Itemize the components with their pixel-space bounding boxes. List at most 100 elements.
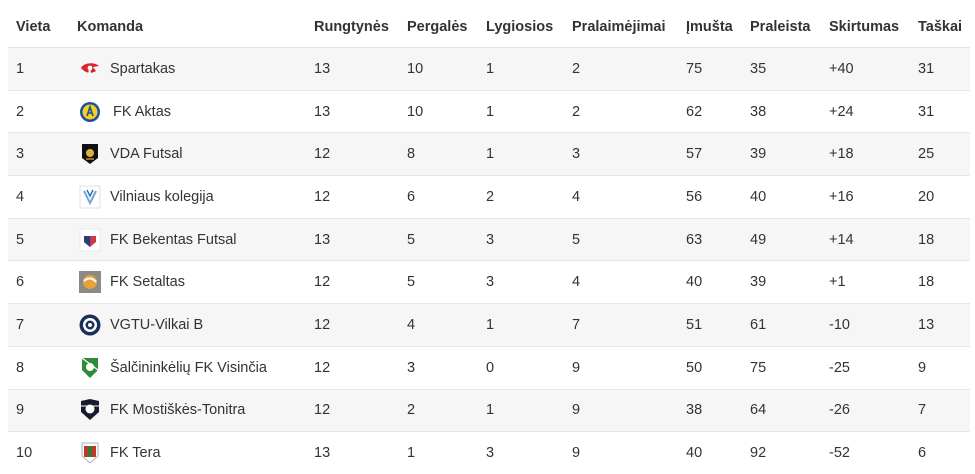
team-name[interactable]: FK Bekentas Futsal	[110, 231, 237, 248]
conceded-cell: 39	[742, 260, 821, 304]
scored-cell: 75	[678, 47, 742, 91]
diff-cell: +18	[821, 132, 910, 176]
team-name[interactable]: FK Setaltas	[110, 274, 185, 291]
position-cell: 1	[8, 47, 69, 91]
col-header-team[interactable]: Komanda	[69, 7, 306, 48]
table-row: 7 VGTU-Vilkai B 12 4 1 7 51 61 -10 13	[8, 303, 970, 347]
table-row: 4 Vilniaus kolegija 12 6 2 4 56 40 +16 2…	[8, 175, 970, 219]
won-cell: 5	[399, 217, 478, 261]
drawn-cell: 3	[478, 217, 564, 261]
lost-cell: 2	[564, 47, 678, 91]
col-header-won[interactable]: Pergalės	[399, 7, 478, 48]
points-cell: 18	[910, 260, 970, 304]
position-cell: 5	[8, 217, 69, 261]
scored-cell: 50	[678, 345, 742, 389]
lost-cell: 9	[564, 345, 678, 389]
played-cell: 13	[306, 89, 399, 133]
bekentas-logo-icon	[79, 228, 101, 252]
standings-table: Vieta Komanda Rungtynės Pergalės Lygiosi…	[8, 7, 970, 474]
team-name[interactable]: VGTU-Vilkai B	[110, 316, 204, 333]
col-header-conceded[interactable]: Praleista	[742, 7, 821, 48]
points-cell: 6	[910, 431, 970, 474]
col-header-diff[interactable]: Skirtumas	[821, 7, 910, 48]
scored-cell: 51	[678, 303, 742, 347]
won-cell: 4	[399, 303, 478, 347]
points-cell: 31	[910, 89, 970, 133]
col-header-scored[interactable]: Įmušta	[678, 7, 742, 48]
drawn-cell: 1	[478, 303, 564, 347]
setaltas-logo-icon	[79, 270, 101, 294]
position-cell: 10	[8, 431, 69, 474]
col-header-points[interactable]: Taškai	[910, 7, 970, 48]
team-name[interactable]: FK Tera	[110, 445, 161, 462]
points-cell: 20	[910, 175, 970, 219]
mostiskes-logo-icon	[79, 398, 101, 422]
points-cell: 9	[910, 345, 970, 389]
position-cell: 2	[8, 89, 69, 133]
table-row: 3 VDA Futsal 12 8 1 3 57 39 +18 25	[8, 132, 970, 176]
position-cell: 3	[8, 132, 69, 176]
col-header-position[interactable]: Vieta	[8, 7, 69, 48]
scored-cell: 40	[678, 431, 742, 474]
conceded-cell: 39	[742, 132, 821, 176]
won-cell: 2	[399, 388, 478, 432]
scored-cell: 40	[678, 260, 742, 304]
won-cell: 3	[399, 345, 478, 389]
scored-cell: 57	[678, 132, 742, 176]
lost-cell: 2	[564, 89, 678, 133]
conceded-cell: 38	[742, 89, 821, 133]
drawn-cell: 0	[478, 345, 564, 389]
scored-cell: 56	[678, 175, 742, 219]
diff-cell: +40	[821, 47, 910, 91]
diff-cell: -26	[821, 388, 910, 432]
points-cell: 18	[910, 217, 970, 261]
col-header-played[interactable]: Rungtynės	[306, 7, 399, 48]
played-cell: 13	[306, 47, 399, 91]
team-cell: FK Mostiškės-Tonitra	[69, 388, 306, 432]
col-header-lost[interactable]: Pralaimėjimai	[564, 7, 678, 48]
scored-cell: 38	[678, 388, 742, 432]
scored-cell: 63	[678, 217, 742, 261]
drawn-cell: 1	[478, 89, 564, 133]
team-name[interactable]: FK Aktas	[113, 103, 172, 120]
team-name[interactable]: Vilniaus kolegija	[110, 188, 214, 205]
played-cell: 12	[306, 345, 399, 389]
team-cell: VGTU-Vilkai B	[69, 303, 306, 347]
table-row: 1 Spartakas 13 10 1 2 75 35 +40 31	[8, 47, 970, 91]
drawn-cell: 1	[478, 47, 564, 91]
team-cell: FK Tera	[69, 431, 306, 474]
tera-logo-icon	[79, 441, 101, 465]
team-name[interactable]: Šalčininkėlių FK Visinčia	[110, 359, 267, 376]
kolegija-logo-icon	[79, 185, 101, 209]
drawn-cell: 2	[478, 175, 564, 219]
points-cell: 7	[910, 388, 970, 432]
diff-cell: -52	[821, 431, 910, 474]
team-cell: FK Setaltas	[69, 260, 306, 304]
played-cell: 13	[306, 431, 399, 474]
team-name[interactable]: Spartakas	[110, 60, 176, 77]
won-cell: 8	[399, 132, 478, 176]
conceded-cell: 40	[742, 175, 821, 219]
conceded-cell: 75	[742, 345, 821, 389]
position-cell: 4	[8, 175, 69, 219]
won-cell: 10	[399, 47, 478, 91]
col-header-drawn[interactable]: Lygiosios	[478, 7, 564, 48]
table-row: 2 FK Aktas 13 10 1 2 62 38 +24 31	[8, 89, 970, 133]
won-cell: 1	[399, 431, 478, 474]
lost-cell: 3	[564, 132, 678, 176]
team-cell: Šalčininkėlių FK Visinčia	[69, 345, 306, 389]
team-name[interactable]: FK Mostiškės-Tonitra	[110, 402, 246, 419]
spartak-logo-icon	[79, 57, 101, 81]
lost-cell: 5	[564, 217, 678, 261]
played-cell: 12	[306, 303, 399, 347]
team-cell: FK Bekentas Futsal	[69, 217, 306, 261]
played-cell: 13	[306, 217, 399, 261]
diff-cell: +1	[821, 260, 910, 304]
team-name[interactable]: VDA Futsal	[110, 146, 183, 163]
conceded-cell: 35	[742, 47, 821, 91]
drawn-cell: 3	[478, 431, 564, 474]
conceded-cell: 61	[742, 303, 821, 347]
lost-cell: 9	[564, 431, 678, 474]
team-cell: Vilniaus kolegija	[69, 175, 306, 219]
vda-logo-icon	[79, 142, 101, 166]
